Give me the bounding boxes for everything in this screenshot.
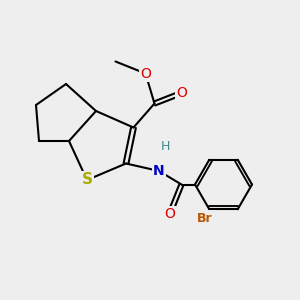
- Text: O: O: [164, 208, 175, 221]
- Text: N: N: [153, 164, 165, 178]
- Text: H: H: [160, 140, 170, 154]
- Text: O: O: [176, 86, 187, 100]
- Text: Br: Br: [197, 212, 213, 225]
- Text: O: O: [140, 67, 151, 80]
- Text: S: S: [82, 172, 92, 188]
